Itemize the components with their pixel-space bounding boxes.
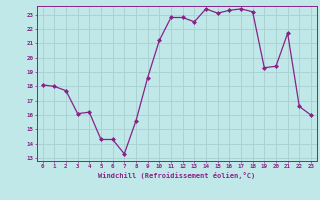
X-axis label: Windchill (Refroidissement éolien,°C): Windchill (Refroidissement éolien,°C) (98, 172, 255, 179)
